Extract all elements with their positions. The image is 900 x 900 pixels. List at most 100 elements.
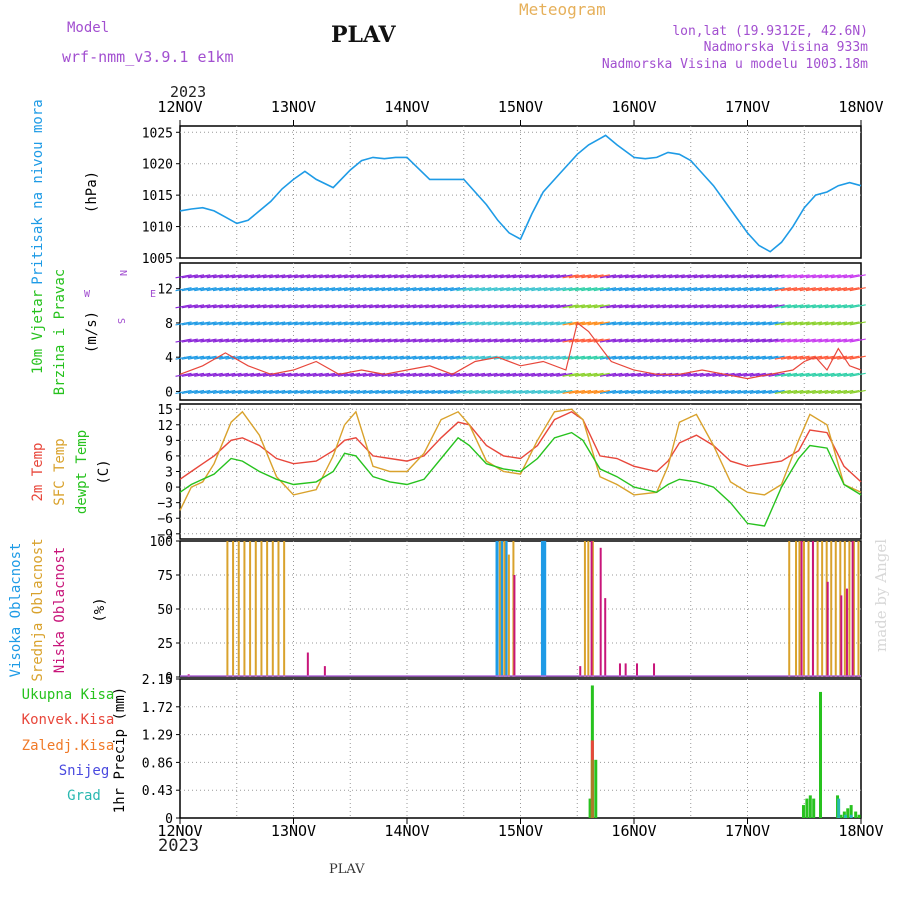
wind-arrow xyxy=(256,274,273,279)
wind-arrow xyxy=(475,372,492,377)
wind-arrow xyxy=(187,321,205,326)
wind-arrow xyxy=(737,338,754,343)
wind-arrow xyxy=(331,372,348,377)
wind-arrow xyxy=(456,274,473,279)
temperature-ytick-label: 3 xyxy=(165,466,173,481)
wind-arrow xyxy=(450,304,467,309)
wind-arrow xyxy=(443,355,461,360)
wind-arrow xyxy=(381,372,398,377)
wind-arrow xyxy=(244,274,261,279)
wind-arrow xyxy=(356,321,373,326)
wind-arrow xyxy=(368,321,386,326)
wind-arrow xyxy=(462,304,479,309)
wind-arrow xyxy=(493,355,511,360)
wind-arrow xyxy=(643,287,660,292)
cloud-bar xyxy=(857,541,860,677)
wind-arrow xyxy=(431,287,448,292)
wind-arrow xyxy=(762,304,779,309)
wind-arrow xyxy=(250,274,267,279)
wind-arrow xyxy=(749,355,766,360)
wind-arrow xyxy=(256,321,273,326)
wind-arrow xyxy=(699,304,717,309)
wind-arrow xyxy=(843,287,860,292)
wind-arrow xyxy=(637,304,654,309)
footer-station: PLAV xyxy=(329,862,365,877)
wind-arrow xyxy=(406,338,423,343)
wind-arrow xyxy=(212,389,230,395)
wind-arrow xyxy=(712,338,729,343)
wind-arrow xyxy=(606,287,623,292)
wind-arrow xyxy=(525,372,542,377)
wind-arrow xyxy=(350,274,367,279)
wind-arrow xyxy=(443,304,461,309)
wind-arrow xyxy=(618,338,635,343)
wind-arrow xyxy=(724,355,741,360)
wind-arrow xyxy=(312,338,329,343)
wind-arrow xyxy=(443,274,461,279)
wind-arrow xyxy=(306,287,323,292)
wind-arrow xyxy=(562,338,579,343)
wind-arrow xyxy=(830,338,848,343)
pressure-ytick-label: 1015 xyxy=(142,189,173,204)
wind-arrow xyxy=(362,274,379,279)
model-altitude-label: Nadmorska Visina u modelu 1003.18m xyxy=(601,57,868,72)
wind-arrow xyxy=(824,338,841,343)
cloud-ylabel-low: Niska Oblacnost xyxy=(52,547,68,673)
wind-arrow xyxy=(824,321,841,326)
wind-arrow xyxy=(468,355,486,360)
wind-arrow xyxy=(275,321,292,326)
wind-arrow xyxy=(319,287,336,292)
wind-arrow xyxy=(681,338,698,343)
wind-arrow xyxy=(706,321,723,326)
temperature-ytick-label: −9 xyxy=(157,528,173,543)
wind-arrow xyxy=(762,287,779,292)
date-label-bottom: 12NOV xyxy=(157,822,202,840)
wind-arrow xyxy=(294,287,311,292)
wind-arrow xyxy=(624,372,642,377)
wind-arrow xyxy=(593,389,610,395)
wind-arrow xyxy=(244,372,261,377)
wind-arrow xyxy=(418,355,436,360)
wind-arrow xyxy=(780,338,798,343)
precip-ytick-label: 1.72 xyxy=(142,701,173,716)
cloud-bar xyxy=(852,541,855,677)
wind-arrow xyxy=(244,389,261,395)
wind-arrow xyxy=(724,287,741,292)
wind-arrow xyxy=(331,274,348,279)
wind-arrow xyxy=(662,338,679,343)
date-label-bottom: 14NOV xyxy=(384,822,429,840)
wind-arrow xyxy=(712,304,729,309)
wind-arrow xyxy=(393,304,411,309)
wind-arrow xyxy=(431,304,448,309)
lonlat-label: lon,lat (19.9312E, 42.6N) xyxy=(672,24,868,39)
wind-arrow xyxy=(793,389,810,395)
wind-arrow xyxy=(493,372,511,377)
wind-arrow xyxy=(706,338,723,343)
wind-arrow xyxy=(562,287,579,292)
wind-arrow xyxy=(737,321,754,326)
wind-arrow xyxy=(574,321,592,326)
wind-arrow xyxy=(375,321,392,326)
wind-arrow xyxy=(506,274,523,279)
wind-arrow xyxy=(843,321,860,326)
wind-arrow xyxy=(762,321,779,326)
wind-arrow xyxy=(812,389,829,395)
wind-arrow xyxy=(755,338,773,343)
wind-arrow xyxy=(287,372,305,377)
wind-arrow xyxy=(624,274,642,279)
wind-arrow xyxy=(737,372,754,377)
temp-ylabel-dewpt: dewpt Temp xyxy=(74,430,90,514)
wind-arrow xyxy=(200,304,217,309)
wind-arrow xyxy=(225,304,242,309)
cloud-bar xyxy=(271,541,274,677)
wind-arrow xyxy=(643,304,660,309)
temperature-ytick-label: 9 xyxy=(165,434,173,449)
wind-arrow xyxy=(175,338,192,343)
cloud-bar xyxy=(834,541,837,677)
wind-arrow xyxy=(437,304,454,309)
wind-arrow xyxy=(375,287,392,292)
wind-arrow xyxy=(668,304,685,309)
wind-arrow xyxy=(487,321,504,326)
wind-arrow xyxy=(262,338,280,343)
clouds-ytick-label: 25 xyxy=(157,637,173,652)
